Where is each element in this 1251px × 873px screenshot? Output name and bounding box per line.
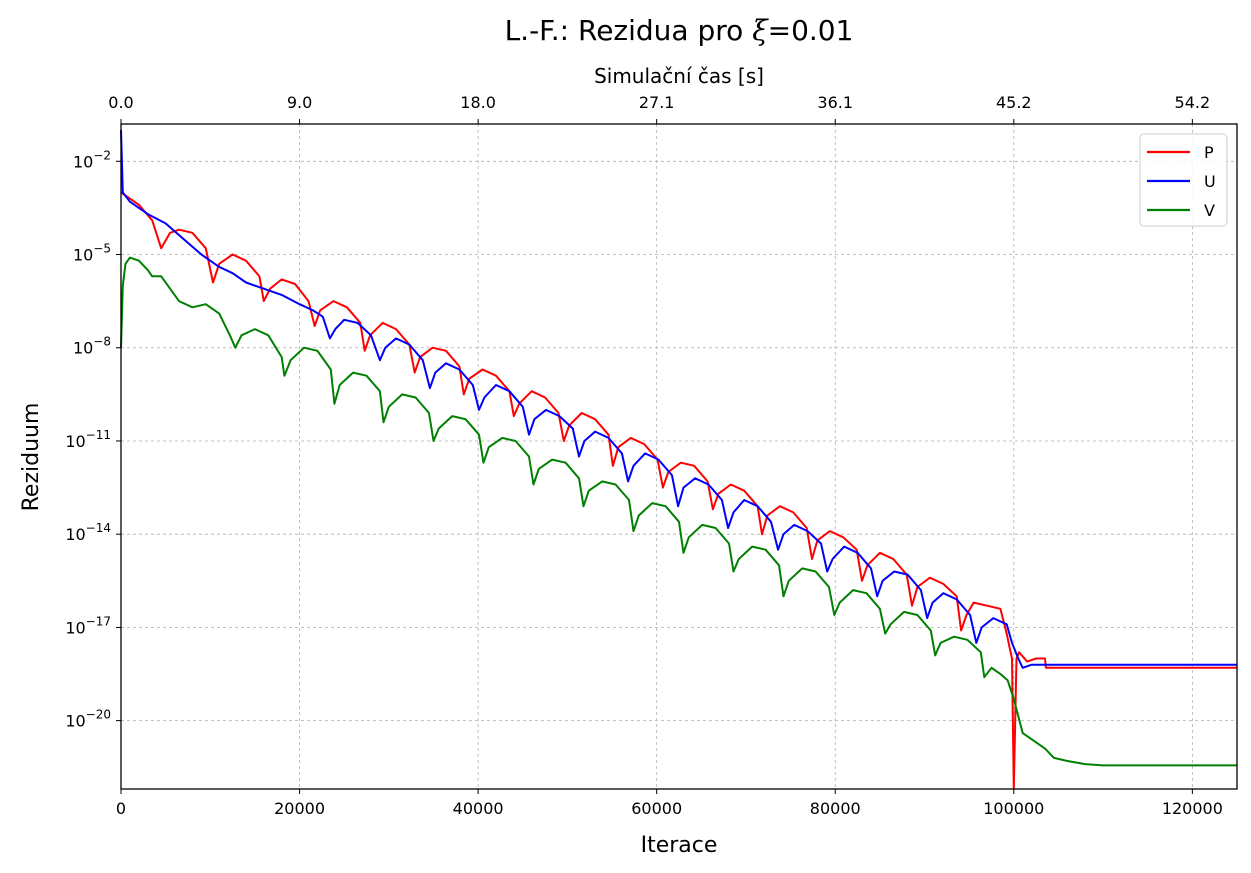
top-axis-ticks: 0.0 9.0 18.0 27.1 36.1 45.2 54.2 bbox=[108, 93, 1210, 124]
y-tick-label: 10−14 bbox=[65, 521, 111, 544]
top-tick-label: 36.1 bbox=[817, 93, 853, 112]
top-tick-label: 54.2 bbox=[1175, 93, 1211, 112]
top-x-axis-title: Simulační čas [s] bbox=[594, 64, 764, 88]
x-tick-label: 0 bbox=[116, 799, 126, 818]
x-tick-label: 120000 bbox=[1162, 799, 1223, 818]
y-tick-label: 10−17 bbox=[65, 614, 111, 637]
x-tick-label: 60000 bbox=[631, 799, 682, 818]
series-group bbox=[120, 130, 1237, 790]
legend-label-u: U bbox=[1204, 172, 1216, 191]
y-axis-title: Reziduum bbox=[19, 403, 44, 512]
top-tick-label: 0.0 bbox=[108, 93, 133, 112]
plot-frame bbox=[120, 123, 1238, 790]
top-tick-label: 18.0 bbox=[460, 93, 496, 112]
legend: PUV bbox=[1139, 133, 1228, 227]
series-line-v bbox=[120, 256, 1237, 767]
top-tick-label: 9.0 bbox=[287, 93, 312, 112]
top-tick-label: 27.1 bbox=[639, 93, 675, 112]
x-tick-label: 80000 bbox=[810, 799, 861, 818]
y-axis-ticks: 10−2 10−5 10−8 10−11 10−14 10−17 10−20 bbox=[65, 148, 121, 731]
series-line-p bbox=[120, 191, 1237, 790]
chart-title: L.-F.: Rezidua pro ξ=0.01 bbox=[505, 14, 854, 47]
legend-label-v: V bbox=[1204, 201, 1215, 220]
y-tick-label: 10−11 bbox=[65, 428, 111, 451]
series-line-u bbox=[120, 130, 1237, 669]
grid-lines bbox=[120, 124, 1237, 789]
legend-label-p: P bbox=[1204, 143, 1214, 162]
x-axis-ticks: 0 20000 40000 60000 80000 100000 120000 bbox=[116, 789, 1223, 818]
x-tick-label: 100000 bbox=[983, 799, 1044, 818]
x-tick-label: 20000 bbox=[274, 799, 325, 818]
x-tick-label: 40000 bbox=[453, 799, 504, 818]
y-tick-label: 10−2 bbox=[73, 148, 111, 171]
y-tick-label: 10−8 bbox=[73, 335, 111, 358]
y-tick-label: 10−20 bbox=[65, 708, 111, 731]
x-axis-title: Iterace bbox=[641, 833, 718, 858]
y-tick-label: 10−5 bbox=[73, 242, 111, 265]
top-tick-label: 45.2 bbox=[996, 93, 1032, 112]
